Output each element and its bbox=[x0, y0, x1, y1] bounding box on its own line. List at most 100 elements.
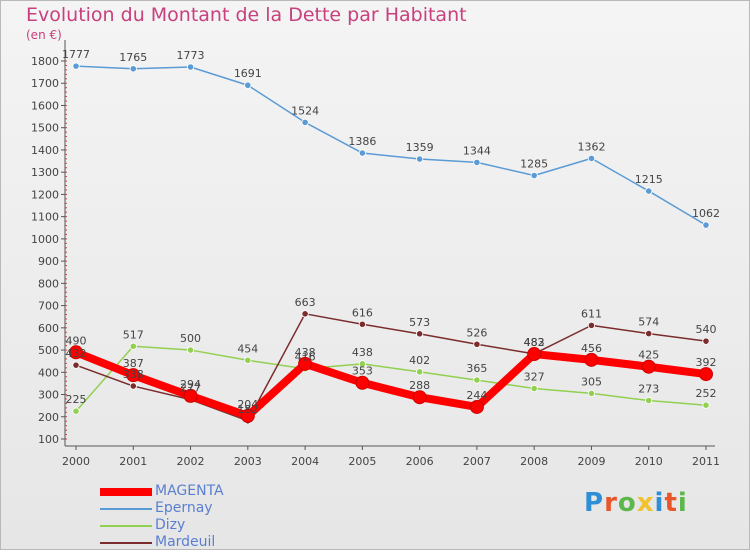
data-label-mardeuil: 432 bbox=[66, 347, 87, 360]
y-tick-label: 200 bbox=[38, 411, 59, 424]
data-point-dizy bbox=[244, 356, 252, 364]
y-tick-label: 700 bbox=[38, 300, 59, 313]
data-point-mardeuil bbox=[416, 330, 424, 338]
data-label-dizy: 225 bbox=[66, 393, 87, 406]
data-label-mardeuil: 574 bbox=[638, 316, 659, 329]
data-label-mardeuil: 182 bbox=[237, 403, 258, 416]
legend-swatch-mardeuil bbox=[100, 542, 152, 544]
data-point-magenta bbox=[183, 388, 198, 403]
y-tick-label: 1000 bbox=[31, 233, 59, 246]
data-label-dizy: 305 bbox=[581, 375, 602, 388]
data-point-magenta bbox=[240, 408, 255, 423]
data-label-epernay: 1773 bbox=[177, 49, 205, 62]
data-label-epernay: 1362 bbox=[577, 140, 605, 153]
y-tick-label: 600 bbox=[38, 322, 59, 335]
brand-letter: i bbox=[654, 488, 665, 518]
data-label-dizy: 252 bbox=[696, 387, 717, 400]
data-label-epernay: 1386 bbox=[348, 135, 376, 148]
data-label-dizy: 438 bbox=[352, 346, 373, 359]
data-point-epernay bbox=[186, 63, 195, 71]
data-point-epernay bbox=[244, 81, 252, 89]
data-point-mardeuil bbox=[645, 330, 653, 338]
data-label-magenta: 490 bbox=[66, 334, 87, 347]
data-point-dizy bbox=[72, 407, 80, 415]
brand-letter: P bbox=[584, 488, 605, 518]
legend-swatch-magenta bbox=[100, 488, 152, 496]
y-tick-label: 1700 bbox=[31, 77, 59, 90]
data-point-mardeuil bbox=[301, 310, 309, 318]
data-point-magenta bbox=[584, 352, 599, 367]
data-label-mardeuil: 540 bbox=[696, 323, 717, 336]
legend-label-dizy: Dizy bbox=[155, 517, 186, 533]
data-label-mardeuil: 526 bbox=[466, 326, 487, 339]
data-label-magenta: 288 bbox=[409, 379, 430, 392]
data-point-mardeuil bbox=[72, 361, 80, 369]
data-label-magenta: 392 bbox=[696, 356, 717, 369]
data-point-mardeuil bbox=[587, 321, 596, 329]
data-point-dizy bbox=[129, 342, 137, 350]
data-point-mardeuil bbox=[358, 320, 366, 328]
data-point-mardeuil bbox=[702, 337, 710, 345]
series-line-dizy bbox=[75, 345, 707, 412]
data-point-dizy bbox=[473, 376, 481, 384]
data-label-magenta: 456 bbox=[581, 342, 602, 355]
x-tick-label: 2011 bbox=[692, 455, 720, 468]
data-label-mardeuil: 611 bbox=[581, 307, 602, 320]
data-point-epernay bbox=[702, 221, 710, 229]
data-label-dizy: 327 bbox=[524, 371, 545, 384]
x-tick-label: 2009 bbox=[577, 455, 605, 468]
data-point-dizy bbox=[702, 401, 710, 409]
data-label-dizy: 273 bbox=[638, 383, 659, 396]
data-label-mardeuil: 483 bbox=[524, 336, 545, 349]
data-point-magenta bbox=[69, 345, 83, 360]
x-tick-label: 2004 bbox=[291, 455, 319, 468]
y-tick-label: 1600 bbox=[31, 99, 59, 112]
y-tick-label: 800 bbox=[38, 277, 59, 290]
brand-letter: o bbox=[617, 488, 637, 518]
y-tick-label: 300 bbox=[38, 389, 59, 402]
data-point-dizy bbox=[358, 360, 366, 368]
y-tick-label: 400 bbox=[38, 366, 59, 379]
data-point-dizy bbox=[530, 384, 538, 393]
x-tick-label: 2003 bbox=[234, 455, 262, 468]
legend-swatch-epernay bbox=[100, 508, 152, 510]
data-label-magenta: 482 bbox=[524, 336, 545, 349]
data-label-magenta: 294 bbox=[180, 378, 201, 391]
data-point-epernay bbox=[587, 154, 596, 162]
legend-label-magenta: MAGENTA bbox=[155, 483, 224, 499]
brand-letter: t bbox=[664, 488, 678, 518]
brand-letter: i bbox=[677, 488, 688, 518]
data-label-magenta: 425 bbox=[638, 349, 659, 362]
x-tick-label: 2010 bbox=[635, 455, 663, 468]
data-point-epernay bbox=[72, 62, 80, 70]
data-label-dizy: 365 bbox=[466, 362, 487, 375]
data-label-epernay: 1215 bbox=[635, 173, 663, 186]
data-label-epernay: 1524 bbox=[291, 104, 319, 117]
y-tick-label: 500 bbox=[38, 344, 59, 357]
y-tick-label: 1400 bbox=[31, 144, 59, 157]
data-point-epernay bbox=[645, 187, 653, 195]
brand-letter: r bbox=[604, 488, 618, 518]
data-point-epernay bbox=[416, 155, 424, 163]
data-point-epernay bbox=[530, 171, 538, 180]
data-point-magenta bbox=[126, 368, 141, 383]
data-point-dizy bbox=[186, 346, 195, 354]
data-label-magenta: 438 bbox=[295, 346, 316, 359]
data-label-mardeuil: 616 bbox=[352, 306, 373, 319]
data-point-magenta bbox=[469, 399, 484, 414]
series-line-mardeuil bbox=[75, 313, 707, 422]
data-label-magenta: 204 bbox=[237, 398, 258, 411]
y-tick-label: 1500 bbox=[31, 122, 59, 135]
data-label-epernay: 1359 bbox=[406, 141, 434, 154]
x-tick-label: 2000 bbox=[62, 455, 90, 468]
data-label-epernay: 1062 bbox=[692, 207, 720, 220]
data-point-dizy bbox=[587, 389, 596, 398]
data-point-magenta bbox=[412, 390, 427, 405]
data-point-epernay bbox=[358, 149, 366, 157]
x-tick-label: 2002 bbox=[177, 455, 205, 468]
x-tick-label: 2007 bbox=[463, 455, 491, 468]
series-line-epernay bbox=[75, 65, 707, 226]
y-tick-label: 100 bbox=[38, 433, 59, 446]
